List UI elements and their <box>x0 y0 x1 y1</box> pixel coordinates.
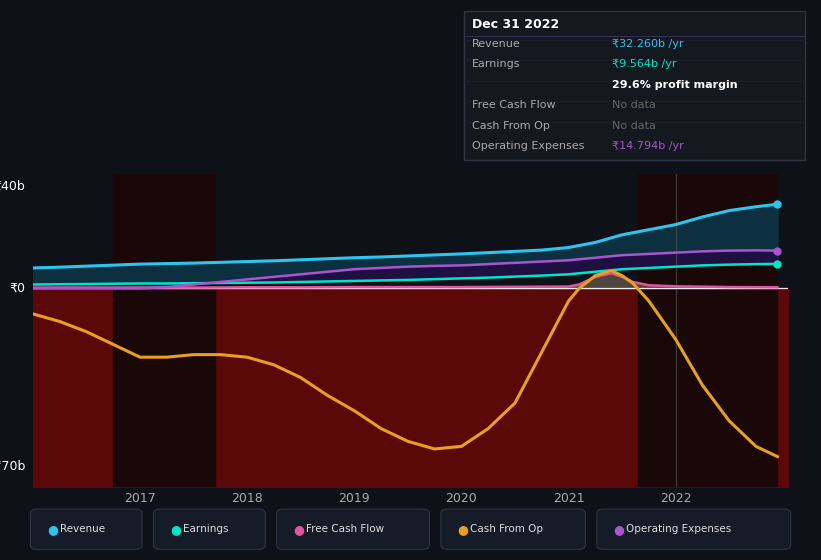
Text: Free Cash Flow: Free Cash Flow <box>306 524 384 534</box>
Text: ₹0: ₹0 <box>9 282 25 295</box>
Text: ●: ● <box>457 522 468 536</box>
Text: Operating Expenses: Operating Expenses <box>626 524 732 534</box>
Text: No data: No data <box>612 121 655 131</box>
Text: Cash From Op: Cash From Op <box>472 121 550 131</box>
Text: ●: ● <box>613 522 624 536</box>
Text: ●: ● <box>170 522 181 536</box>
Text: Earnings: Earnings <box>472 59 521 69</box>
Text: 29.6% profit margin: 29.6% profit margin <box>612 80 737 90</box>
Text: Revenue: Revenue <box>60 524 105 534</box>
Bar <box>113 174 215 487</box>
Text: -₹70b: -₹70b <box>0 460 25 473</box>
Text: Free Cash Flow: Free Cash Flow <box>472 100 556 110</box>
Text: No data: No data <box>612 100 655 110</box>
Text: ●: ● <box>293 522 304 536</box>
Text: ₹14.794b /yr: ₹14.794b /yr <box>612 141 683 151</box>
Text: ₹40b: ₹40b <box>0 180 25 193</box>
Text: Cash From Op: Cash From Op <box>470 524 544 534</box>
Text: ₹9.564b /yr: ₹9.564b /yr <box>612 59 677 69</box>
Text: Earnings: Earnings <box>183 524 228 534</box>
Text: ₹32.260b /yr: ₹32.260b /yr <box>612 39 683 49</box>
Text: ●: ● <box>47 522 57 536</box>
Text: Revenue: Revenue <box>472 39 521 49</box>
Bar <box>638 174 777 487</box>
Text: Dec 31 2022: Dec 31 2022 <box>472 18 559 31</box>
Text: Operating Expenses: Operating Expenses <box>472 141 585 151</box>
